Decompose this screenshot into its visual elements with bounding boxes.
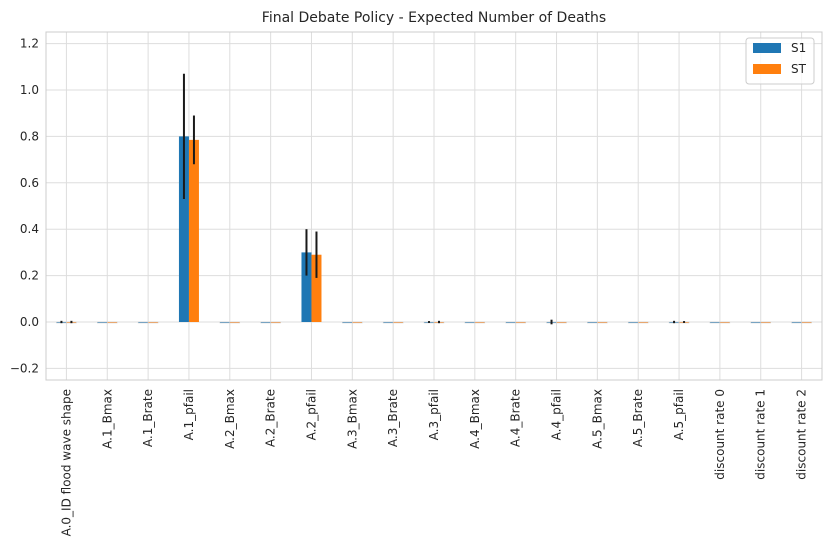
x-tick-label: A.4_Brate — [509, 389, 523, 447]
y-tick-label: 1.2 — [20, 37, 39, 51]
bar-st — [188, 139, 199, 322]
x-tick-label: A.2_Bmax — [223, 389, 237, 449]
x-tick-label: A.5_Brate — [631, 389, 645, 447]
x-tick-label: A.1_pfail — [182, 389, 196, 440]
x-tick-label: A.1_Bmax — [100, 389, 114, 449]
y-tick-label: 0.0 — [20, 315, 39, 329]
legend-label-st: ST — [791, 62, 807, 76]
x-tick-label: A.4_pfail — [550, 389, 564, 440]
x-tick-label: A.3_Bmax — [345, 389, 359, 449]
x-tick-label: discount rate 0 — [713, 389, 727, 480]
bar-s1 — [709, 321, 721, 324]
y-tick-label: 0.2 — [20, 269, 39, 283]
x-tick-label: A.5_Bmax — [590, 389, 604, 449]
bar-st — [352, 321, 363, 324]
bar-s1 — [97, 321, 108, 324]
y-tick-label: 0.6 — [20, 176, 39, 190]
x-tick-label: A.4_Bmax — [468, 389, 482, 449]
x-tick-label: discount rate 2 — [795, 389, 809, 480]
x-tick-label: A.5_pfail — [672, 389, 686, 440]
bar-st — [515, 321, 526, 324]
y-tick-label: −0.2 — [10, 361, 39, 375]
bar-s1 — [260, 321, 271, 324]
x-tick-labels: A.0_ID flood wave shape A.1_Bmax A.1_Brate… — [59, 389, 808, 536]
bar-s1 — [505, 321, 516, 324]
bar-st — [556, 321, 567, 324]
bar-st — [107, 321, 118, 324]
x-tick-label: A.0_ID flood wave shape — [59, 389, 73, 536]
y-tick-label: 0.4 — [20, 222, 39, 236]
bar-s1 — [137, 321, 149, 324]
bar-s1 — [382, 321, 394, 324]
y-tick-label: 0.8 — [20, 129, 39, 143]
bar-s1 — [791, 321, 802, 324]
x-tick-label: A.2_Brate — [264, 389, 278, 447]
bar-s1 — [587, 321, 598, 324]
legend-swatch-s1 — [753, 43, 781, 53]
bar-s1 — [464, 321, 476, 324]
bar-st — [597, 321, 608, 324]
bar-st — [147, 321, 159, 324]
x-tick-label: A.1_Brate — [141, 389, 155, 447]
bar-s1 — [750, 321, 761, 324]
bar-st — [760, 321, 771, 324]
bar-s1 — [219, 321, 231, 324]
bar-s1 — [178, 136, 189, 322]
y-tick-label: 1.0 — [20, 83, 39, 97]
legend-swatch-st — [753, 64, 781, 74]
legend: S1 ST — [745, 37, 815, 85]
legend-label-s1: S1 — [791, 41, 806, 55]
bar-s1 — [342, 321, 353, 324]
bar-st — [311, 254, 322, 322]
plot-frame — [45, 31, 823, 381]
error-bars — [60, 73, 686, 325]
x-tick-label: discount rate 1 — [754, 389, 768, 480]
y-tick-labels: −0.2 0.0 0.2 0.4 0.6 0.8 1.0 1.2 — [10, 37, 39, 376]
x-tick-label: A.2_pfail — [304, 389, 318, 440]
bar-st — [801, 321, 812, 324]
chart-title: Final Debate Policy - Expected Number of… — [262, 10, 606, 26]
bar-st — [719, 321, 731, 324]
bar-st — [270, 321, 281, 324]
bar-s1 — [301, 252, 312, 322]
bar-st — [392, 321, 404, 324]
bar-st — [229, 321, 241, 324]
x-tick-label: A.3_Brate — [386, 389, 400, 447]
bar-st — [474, 321, 486, 324]
x-tick-label: A.3_pfail — [427, 389, 441, 440]
bar-st — [637, 321, 649, 324]
bar-s1 — [627, 321, 639, 324]
